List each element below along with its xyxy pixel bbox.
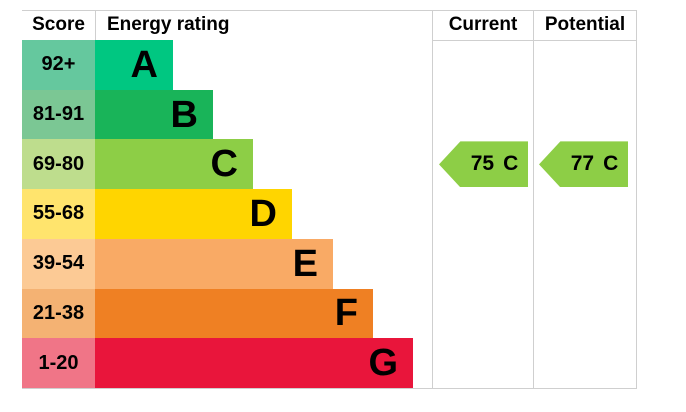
band-score-range: 81-91 bbox=[22, 89, 95, 140]
potential-column-header: Potential bbox=[544, 14, 626, 35]
band-score-range: 55-68 bbox=[22, 189, 95, 239]
table-right-border bbox=[636, 10, 637, 389]
potential-rating-letter: C bbox=[603, 152, 619, 176]
band-score-range: 21-38 bbox=[22, 288, 95, 339]
band-row: 39-54 E bbox=[22, 238, 413, 289]
band-bar: G bbox=[95, 338, 413, 388]
band-row: 55-68 D bbox=[22, 189, 413, 239]
band-row: 81-91 B bbox=[22, 89, 413, 140]
current-rating-letter: C bbox=[503, 152, 519, 176]
band-letter: C bbox=[210, 143, 238, 186]
band-letter: E bbox=[292, 242, 318, 285]
band-row: 1-20 G bbox=[22, 338, 413, 388]
band-row: 69-80 C bbox=[22, 139, 413, 190]
potential-rating-arrow: 77 C bbox=[539, 141, 628, 188]
band-score-range: 39-54 bbox=[22, 238, 95, 289]
energy-rating-column-header: Energy rating bbox=[107, 14, 230, 35]
band-rows: 92+ A 81-91 B 69-80 C 55-68 D 39-54 E 21… bbox=[22, 40, 413, 388]
band-score-range: 1-20 bbox=[22, 338, 95, 388]
potential-rating-value: 77 bbox=[570, 152, 595, 176]
current-rating-value: 75 bbox=[470, 152, 495, 176]
current-rating-arrow: 75 C bbox=[439, 141, 528, 188]
table-top-border bbox=[22, 10, 637, 11]
current-potential-divider bbox=[533, 10, 534, 389]
band-bar: F bbox=[95, 288, 373, 339]
band-bar: E bbox=[95, 238, 333, 289]
header-underline bbox=[432, 40, 637, 41]
band-letter: F bbox=[334, 292, 358, 335]
current-column-left-border bbox=[432, 10, 433, 389]
band-bar: D bbox=[95, 189, 292, 239]
score-column-divider bbox=[95, 10, 96, 40]
band-score-range: 69-80 bbox=[22, 139, 95, 190]
band-bar: B bbox=[95, 89, 213, 140]
band-score-range: 92+ bbox=[22, 40, 95, 90]
band-letter: A bbox=[130, 43, 158, 86]
band-row: 21-38 F bbox=[22, 288, 413, 339]
band-letter: G bbox=[368, 342, 398, 385]
band-bar: A bbox=[95, 40, 173, 90]
band-bar: C bbox=[95, 139, 253, 190]
band-letter: D bbox=[249, 192, 277, 235]
score-column-header: Score bbox=[32, 14, 85, 35]
table-bottom-border bbox=[22, 388, 637, 389]
current-column-header: Current bbox=[448, 14, 518, 35]
band-row: 92+ A bbox=[22, 40, 413, 90]
band-letter: B bbox=[170, 93, 198, 136]
